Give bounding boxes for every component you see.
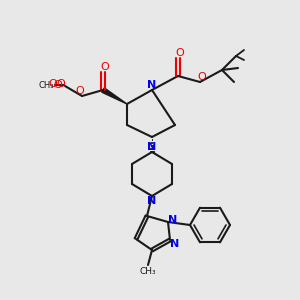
Text: O: O (176, 48, 184, 58)
Text: O: O (100, 62, 109, 72)
Text: O: O (54, 80, 62, 90)
Text: N: N (168, 215, 178, 225)
Text: O: O (198, 72, 206, 82)
Text: O: O (48, 79, 57, 89)
Text: N: N (147, 80, 157, 90)
Text: N: N (147, 142, 157, 152)
Polygon shape (102, 88, 127, 104)
Text: N: N (147, 196, 157, 206)
Text: O: O (76, 86, 84, 96)
Text: N: N (170, 239, 180, 249)
Text: O: O (57, 79, 65, 89)
Text: CH₃: CH₃ (38, 80, 54, 89)
Text: CH₃: CH₃ (140, 268, 156, 277)
